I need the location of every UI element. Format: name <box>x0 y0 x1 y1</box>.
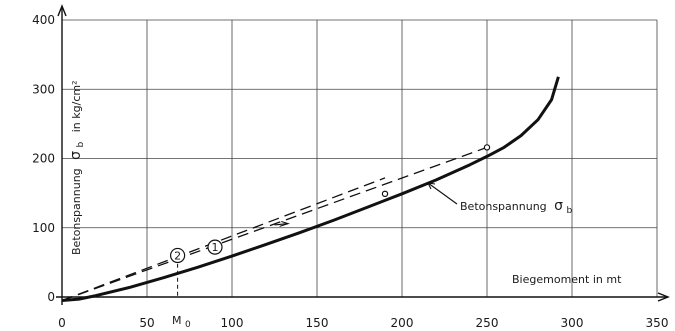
y-tick-label: 100 <box>32 221 55 235</box>
curve-label-2-text: 2 <box>174 249 181 262</box>
concrete-stress-line <box>61 76 560 302</box>
sigma-leader-line <box>427 182 458 205</box>
dashed-arrow-head <box>279 220 290 227</box>
y-axis-title-symbol: σ <box>68 151 84 160</box>
x-tick-label: 300 <box>561 316 584 330</box>
y-axis-title-sub: b <box>76 141 86 147</box>
x-tick-label: 250 <box>476 316 499 330</box>
curve-label-2-circle <box>170 247 186 264</box>
x-tick-label: 350 <box>646 316 669 330</box>
x-axis-title: Biegemoment in mt <box>512 273 622 286</box>
dashed-series-line <box>61 146 488 302</box>
sigma-annotation-main: Betonspannung <box>460 200 547 213</box>
mo-label-sub: 0 <box>185 320 191 330</box>
x-tick-label: 150 <box>306 316 329 330</box>
marker-point <box>381 190 389 198</box>
sigma-annotation: Betonspannung σ b <box>460 198 573 216</box>
mo-label: M 0 <box>172 314 191 330</box>
y-tick-label: 200 <box>32 152 55 166</box>
y-tick-label: 300 <box>32 82 55 96</box>
series <box>61 76 560 302</box>
curve-label-1-text: 1 <box>212 241 219 254</box>
marker-point <box>483 144 491 151</box>
y-axis-title: Betonspannung σ b in kg/cm² <box>68 80 86 255</box>
grid <box>62 19 658 297</box>
y-axis-title-unit: in kg/cm² <box>70 80 83 132</box>
y-tick-label: 400 <box>32 13 55 27</box>
sigma-annotation-symbol: σ <box>554 198 563 214</box>
x-tick-label: 0 <box>58 316 66 330</box>
x-tick-label: 200 <box>391 316 414 330</box>
sigma-leader-arrow <box>427 182 436 190</box>
curve-label-1-circle <box>207 239 223 255</box>
axes <box>56 4 670 305</box>
y-axis-title-main: Betonspannung <box>70 168 83 255</box>
x-tick-label: 100 <box>221 316 244 330</box>
mo-label-main: M <box>172 314 182 327</box>
sigma-annotation-sub: b <box>567 206 573 216</box>
annotations: 12 <box>170 182 458 297</box>
y-axis-arrow <box>57 4 67 17</box>
y-tick-label: 0 <box>47 290 55 304</box>
x-axis-arrow <box>657 292 670 302</box>
tick-labels: 0 50 100 150 200 250 300 350 0 100 200 300 400 <box>32 13 668 330</box>
x-tick-label: 50 <box>139 316 154 330</box>
dashed-series-line <box>61 177 386 302</box>
